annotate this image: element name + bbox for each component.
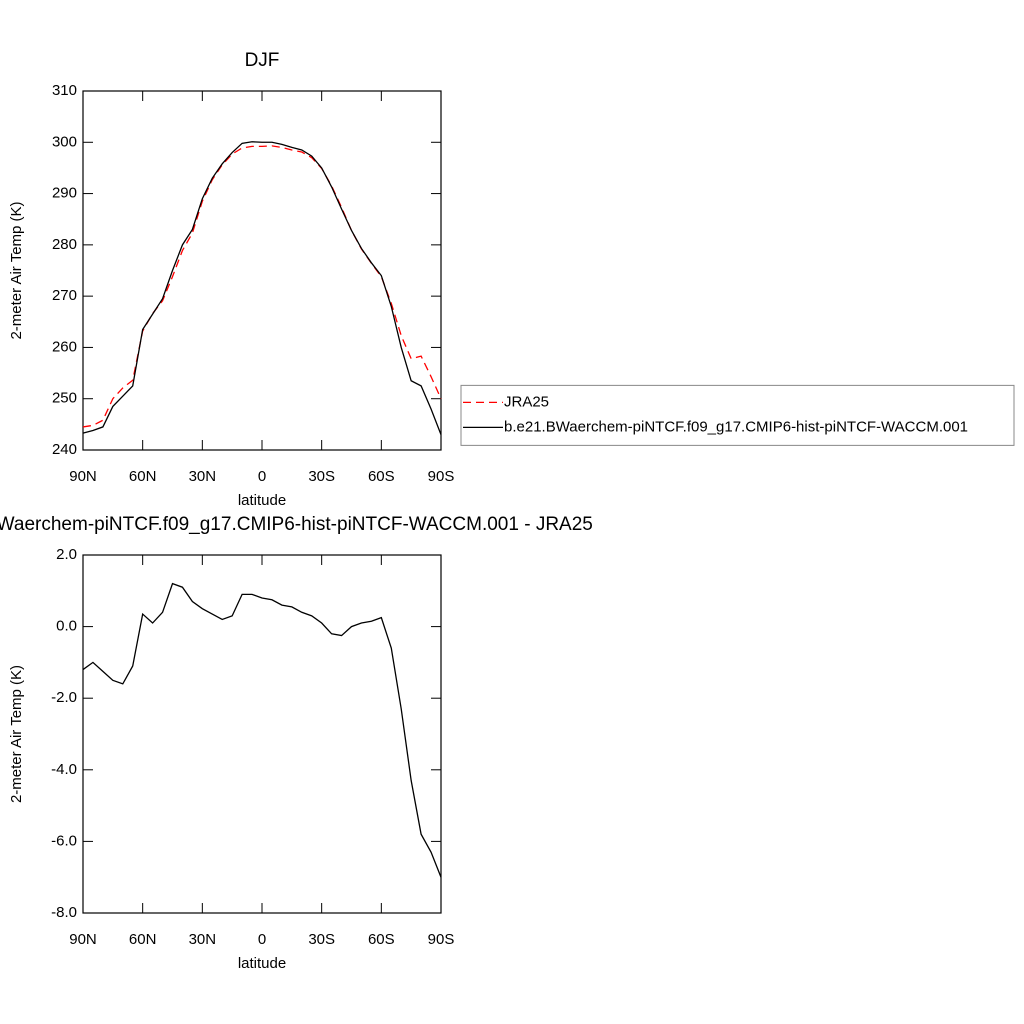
y-tick-label: 280: [52, 236, 77, 253]
y-tick-label: 310: [52, 82, 77, 99]
plot-frame: [82, 90, 442, 451]
x-axis-label: latitude: [238, 492, 286, 509]
x-tick-label: 30S: [308, 931, 335, 948]
x-tick-label: 60S: [368, 931, 395, 948]
x-tick-label: 90N: [69, 468, 97, 485]
x-tick-label: 90S: [428, 468, 455, 485]
chart-title: DJF: [245, 50, 280, 71]
y-tick-label: 270: [52, 287, 77, 304]
y-tick-label: 290: [52, 185, 77, 202]
x-tick-label: 0: [258, 468, 266, 485]
x-axis-label: latitude: [238, 955, 286, 972]
data-line: [82, 582, 442, 878]
data-line: [82, 141, 442, 435]
y-tick-label: -8.0: [51, 904, 77, 921]
x-tick-label: 90S: [428, 931, 455, 948]
x-tick-label: 60S: [368, 468, 395, 485]
y-tick-label: 0.0: [56, 618, 77, 635]
y-axis-label: 2-meter Air Temp (K): [8, 201, 25, 339]
legend-label: JRA25: [504, 393, 549, 410]
x-tick-label: 30N: [189, 468, 217, 485]
y-tick-label: 260: [52, 338, 77, 355]
x-tick-label: 60N: [129, 468, 157, 485]
y-axis-label: 2-meter Air Temp (K): [8, 665, 25, 803]
x-tick-label: 90N: [69, 931, 97, 948]
y-tick-label: 250: [52, 390, 77, 407]
chart-title: b.e21.BWaerchem-piNTCF.f09_g17.CMIP6-his…: [0, 514, 593, 535]
y-tick-label: 300: [52, 133, 77, 150]
y-tick-label: 240: [52, 441, 77, 458]
data-line: [82, 145, 442, 428]
y-tick-label: -6.0: [51, 832, 77, 849]
plot-frame: [82, 554, 442, 914]
y-tick-label: 2.0: [56, 546, 77, 563]
x-tick-label: 30S: [308, 468, 335, 485]
y-tick-label: -2.0: [51, 689, 77, 706]
legend-box: [460, 384, 1015, 446]
x-tick-label: 30N: [189, 931, 217, 948]
x-tick-label: 0: [258, 931, 266, 948]
legend-label: b.e21.BWaerchem-piNTCF.f09_g17.CMIP6-his…: [504, 418, 968, 435]
y-tick-label: -4.0: [51, 761, 77, 778]
x-tick-label: 60N: [129, 931, 157, 948]
